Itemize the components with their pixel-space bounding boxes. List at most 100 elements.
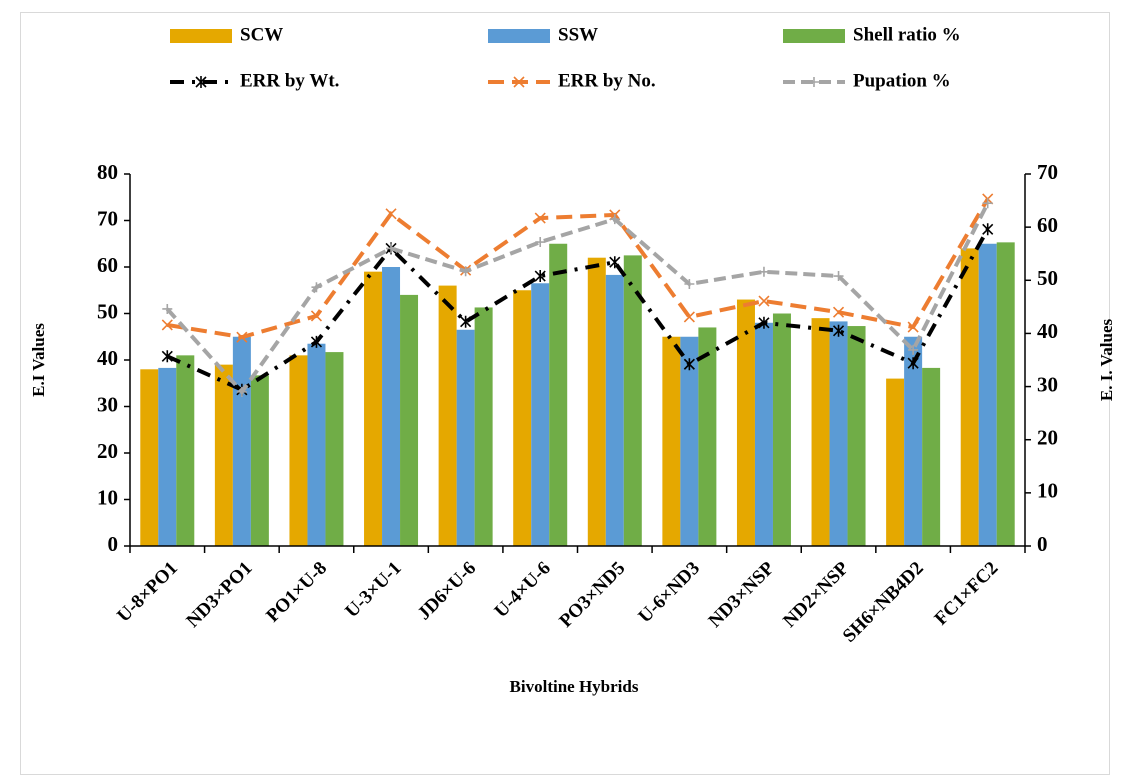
bar [960,248,979,546]
marker [809,77,819,87]
marker [161,350,173,363]
bar [829,321,848,546]
marker [609,214,620,225]
bar [456,329,475,546]
legend-item: Shell ratio % [783,24,961,45]
bar [847,326,866,546]
bar [886,378,905,546]
x-axis-title: Bivoltine Hybrids [510,677,639,696]
marker [195,76,207,88]
marker [758,295,770,307]
bar [438,285,457,546]
bar [587,257,606,546]
line [166,228,990,393]
y2-tick-label: 20 [1037,426,1058,450]
marker [833,271,844,282]
bar [772,313,791,546]
legend-item: Pupation % [783,70,951,91]
bar [158,367,177,546]
y-axis-title: E.I Values [29,323,48,397]
bar [176,355,195,546]
line [165,202,990,396]
marker [161,319,173,331]
marker [236,331,248,343]
legend-item: SCW [170,24,283,45]
y2-axis-title: E. I. Values [1097,319,1116,402]
legend-swatch [783,29,845,43]
marker [311,282,322,293]
bar [289,355,308,546]
y2-tick-label: 10 [1037,479,1058,503]
bar [736,299,755,546]
marker [832,306,845,318]
bar [996,242,1015,547]
marker [907,321,919,333]
marker [534,212,546,224]
y-tick-label: 60 [97,253,118,277]
bar [623,255,642,546]
marker [982,223,994,236]
bar [214,364,233,546]
marker [758,266,769,277]
marker [460,315,472,328]
marker [534,270,546,283]
marker [460,266,471,277]
bar [698,327,717,546]
legend-item: ERR by No. [488,70,656,91]
y2-tick-label: 0 [1037,532,1048,556]
legend-label: SSW [558,24,598,45]
bar [232,336,251,546]
marker [684,279,695,290]
y2-tick-label: 70 [1037,160,1058,184]
legend-label: Shell ratio % [853,24,961,45]
bar [400,294,419,546]
legend-swatch [170,29,232,43]
legend-label: ERR by Wt. [240,70,339,91]
bar [307,343,326,546]
marker [683,358,695,371]
y-tick-label: 40 [97,346,118,370]
bar [662,336,681,546]
y2-tick-label: 60 [1037,213,1058,237]
y-tick-label: 70 [97,206,118,230]
marker [908,344,919,355]
marker [609,256,621,269]
bar [904,336,923,546]
bar [250,375,269,546]
bar [811,318,830,546]
bar [549,243,568,546]
marker [982,198,993,209]
legend-item: ERR by Wt. [170,70,339,91]
bar [364,271,383,546]
bar [531,283,550,546]
marker [310,310,323,322]
marker [832,324,845,337]
y-tick-label: 50 [97,299,118,323]
bar [922,367,941,546]
marker [683,311,695,323]
bar [325,352,344,546]
marker [162,303,173,314]
legend-label: Pupation % [853,70,951,91]
y2-tick-label: 40 [1037,319,1058,343]
y2-tick-label: 50 [1037,266,1058,290]
marker [513,76,525,88]
marker [386,243,397,254]
y-tick-label: 10 [97,485,118,509]
bar [978,243,997,546]
y-tick-label: 20 [97,439,118,463]
marker [310,335,323,348]
legend-label: ERR by No. [558,70,656,91]
bar [382,267,401,546]
marker [758,316,770,329]
y2-tick-label: 30 [1037,372,1058,396]
bar [605,274,624,546]
marker [535,237,546,248]
legend-label: SCW [240,24,283,45]
y-tick-label: 80 [97,160,118,184]
bar [474,307,493,546]
bar [680,336,699,546]
line [166,197,990,340]
marker [907,357,919,370]
